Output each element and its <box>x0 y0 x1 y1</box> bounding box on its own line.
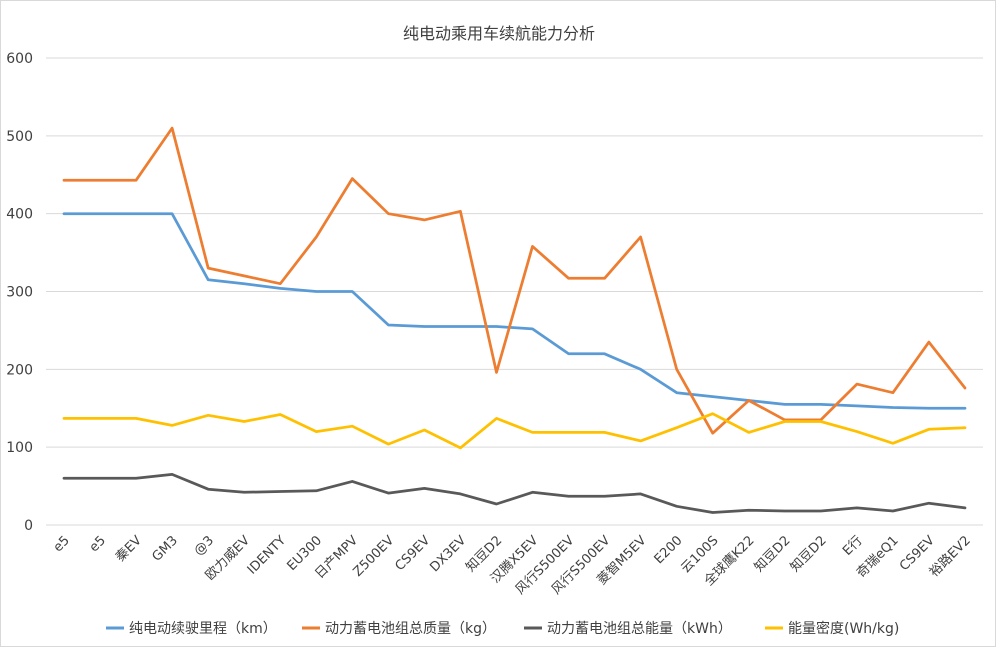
x-tick-label: DX3EV <box>427 533 469 575</box>
chart-title: 纯电动乘用车续航能力分析 <box>403 24 595 43</box>
x-tick-label: E行 <box>840 533 866 559</box>
y-tick-label: 600 <box>6 51 33 67</box>
x-tick-label: e5 <box>87 533 109 555</box>
x-tick-label: Z500EV <box>351 533 398 580</box>
x-tick-label: e5 <box>51 533 73 555</box>
y-tick-label: 400 <box>6 207 33 223</box>
legend-label-1: 纯电动续驶里程（km） <box>129 620 277 637</box>
x-tick-label: IDENTY <box>245 533 289 577</box>
x-tick-label: 知豆D2 <box>751 533 794 576</box>
x-tick-label: E200 <box>652 533 686 567</box>
legend-label-2: 动力蓄电池组总质量（kg） <box>325 621 496 637</box>
x-tick-label: @3 <box>191 533 217 559</box>
series-line-3 <box>62 473 967 514</box>
legend-label-4: 能量密度(Wh/kg) <box>788 620 899 637</box>
y-axis: 0 100 200 300 400 500 600 <box>6 51 33 534</box>
y-tick-label: 200 <box>6 362 33 378</box>
x-tick-label: GM3 <box>149 533 181 565</box>
series-lines <box>62 126 967 514</box>
y-tick-label: 0 <box>24 518 33 534</box>
x-tick-label: 知豆D2 <box>787 533 830 576</box>
x-tick-label: 秦EV <box>113 533 145 565</box>
legend: 纯电动续驶里程（km） 动力蓄电池组总质量（kg） 动力蓄电池组总能量（kWh） 能量… <box>106 620 899 637</box>
legend-label-3: 动力蓄电池组总能量（kWh） <box>547 621 732 637</box>
series-line-4 <box>62 412 967 450</box>
y-tick-label: 300 <box>6 285 33 301</box>
gridlines <box>46 57 983 526</box>
x-axis: e5 e5 秦EV GM3 @3欧力威EVIDENTYEU300日产MPVZ500EVC… <box>51 532 974 597</box>
series-line-2 <box>62 126 967 435</box>
y-tick-label: 500 <box>6 129 33 145</box>
y-tick-label: 100 <box>6 440 33 456</box>
x-tick-label: CS9EV <box>392 533 433 574</box>
series-line-1 <box>62 212 967 410</box>
